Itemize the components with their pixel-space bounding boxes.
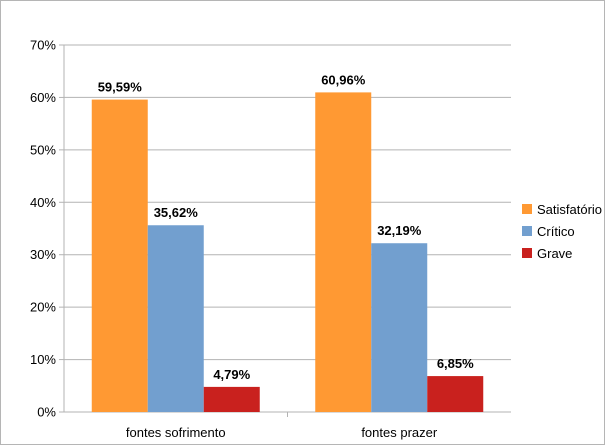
y-tick-label: 20% [30, 300, 56, 315]
legend-label: Satisfatório [537, 202, 602, 217]
data-label: 60,96% [321, 72, 366, 87]
y-tick-label: 40% [30, 195, 56, 210]
data-label: 4,79% [213, 367, 250, 382]
data-label: 32,19% [377, 223, 422, 238]
bar-critico-2 [371, 243, 428, 412]
y-tick-label: 30% [30, 247, 56, 262]
bars [91, 92, 484, 413]
bar-grave-2 [427, 376, 484, 412]
data-label: 35,62% [154, 205, 199, 220]
legend-swatch [522, 248, 532, 258]
y-tick-label: 50% [30, 142, 56, 157]
legend-swatch [522, 204, 532, 214]
data-label: 6,85% [437, 356, 474, 371]
data-label: 59,59% [98, 80, 143, 95]
bar-satisfatorio-2 [315, 92, 372, 412]
bar-satisfatorio-1 [91, 99, 148, 413]
y-tick-label: 10% [30, 352, 56, 367]
y-tick-label: 0% [37, 405, 56, 420]
x-category-label: fontes prazer [361, 425, 438, 440]
legend-label: Crítico [537, 224, 575, 239]
data-labels: 59,59% 35,62% 4,79% 60,96% 32,19% 6,85% [98, 72, 474, 381]
legend-swatch [522, 226, 532, 236]
x-category-label: fontes sofrimento [126, 425, 226, 440]
bar-critico-1 [147, 225, 204, 412]
bar-grave-1 [203, 386, 260, 412]
legend-label: Grave [537, 246, 572, 261]
legend: Satisfatório Crítico Grave [522, 202, 602, 261]
y-tick-label: 60% [30, 90, 56, 105]
y-tick-label: 70% [30, 38, 56, 53]
